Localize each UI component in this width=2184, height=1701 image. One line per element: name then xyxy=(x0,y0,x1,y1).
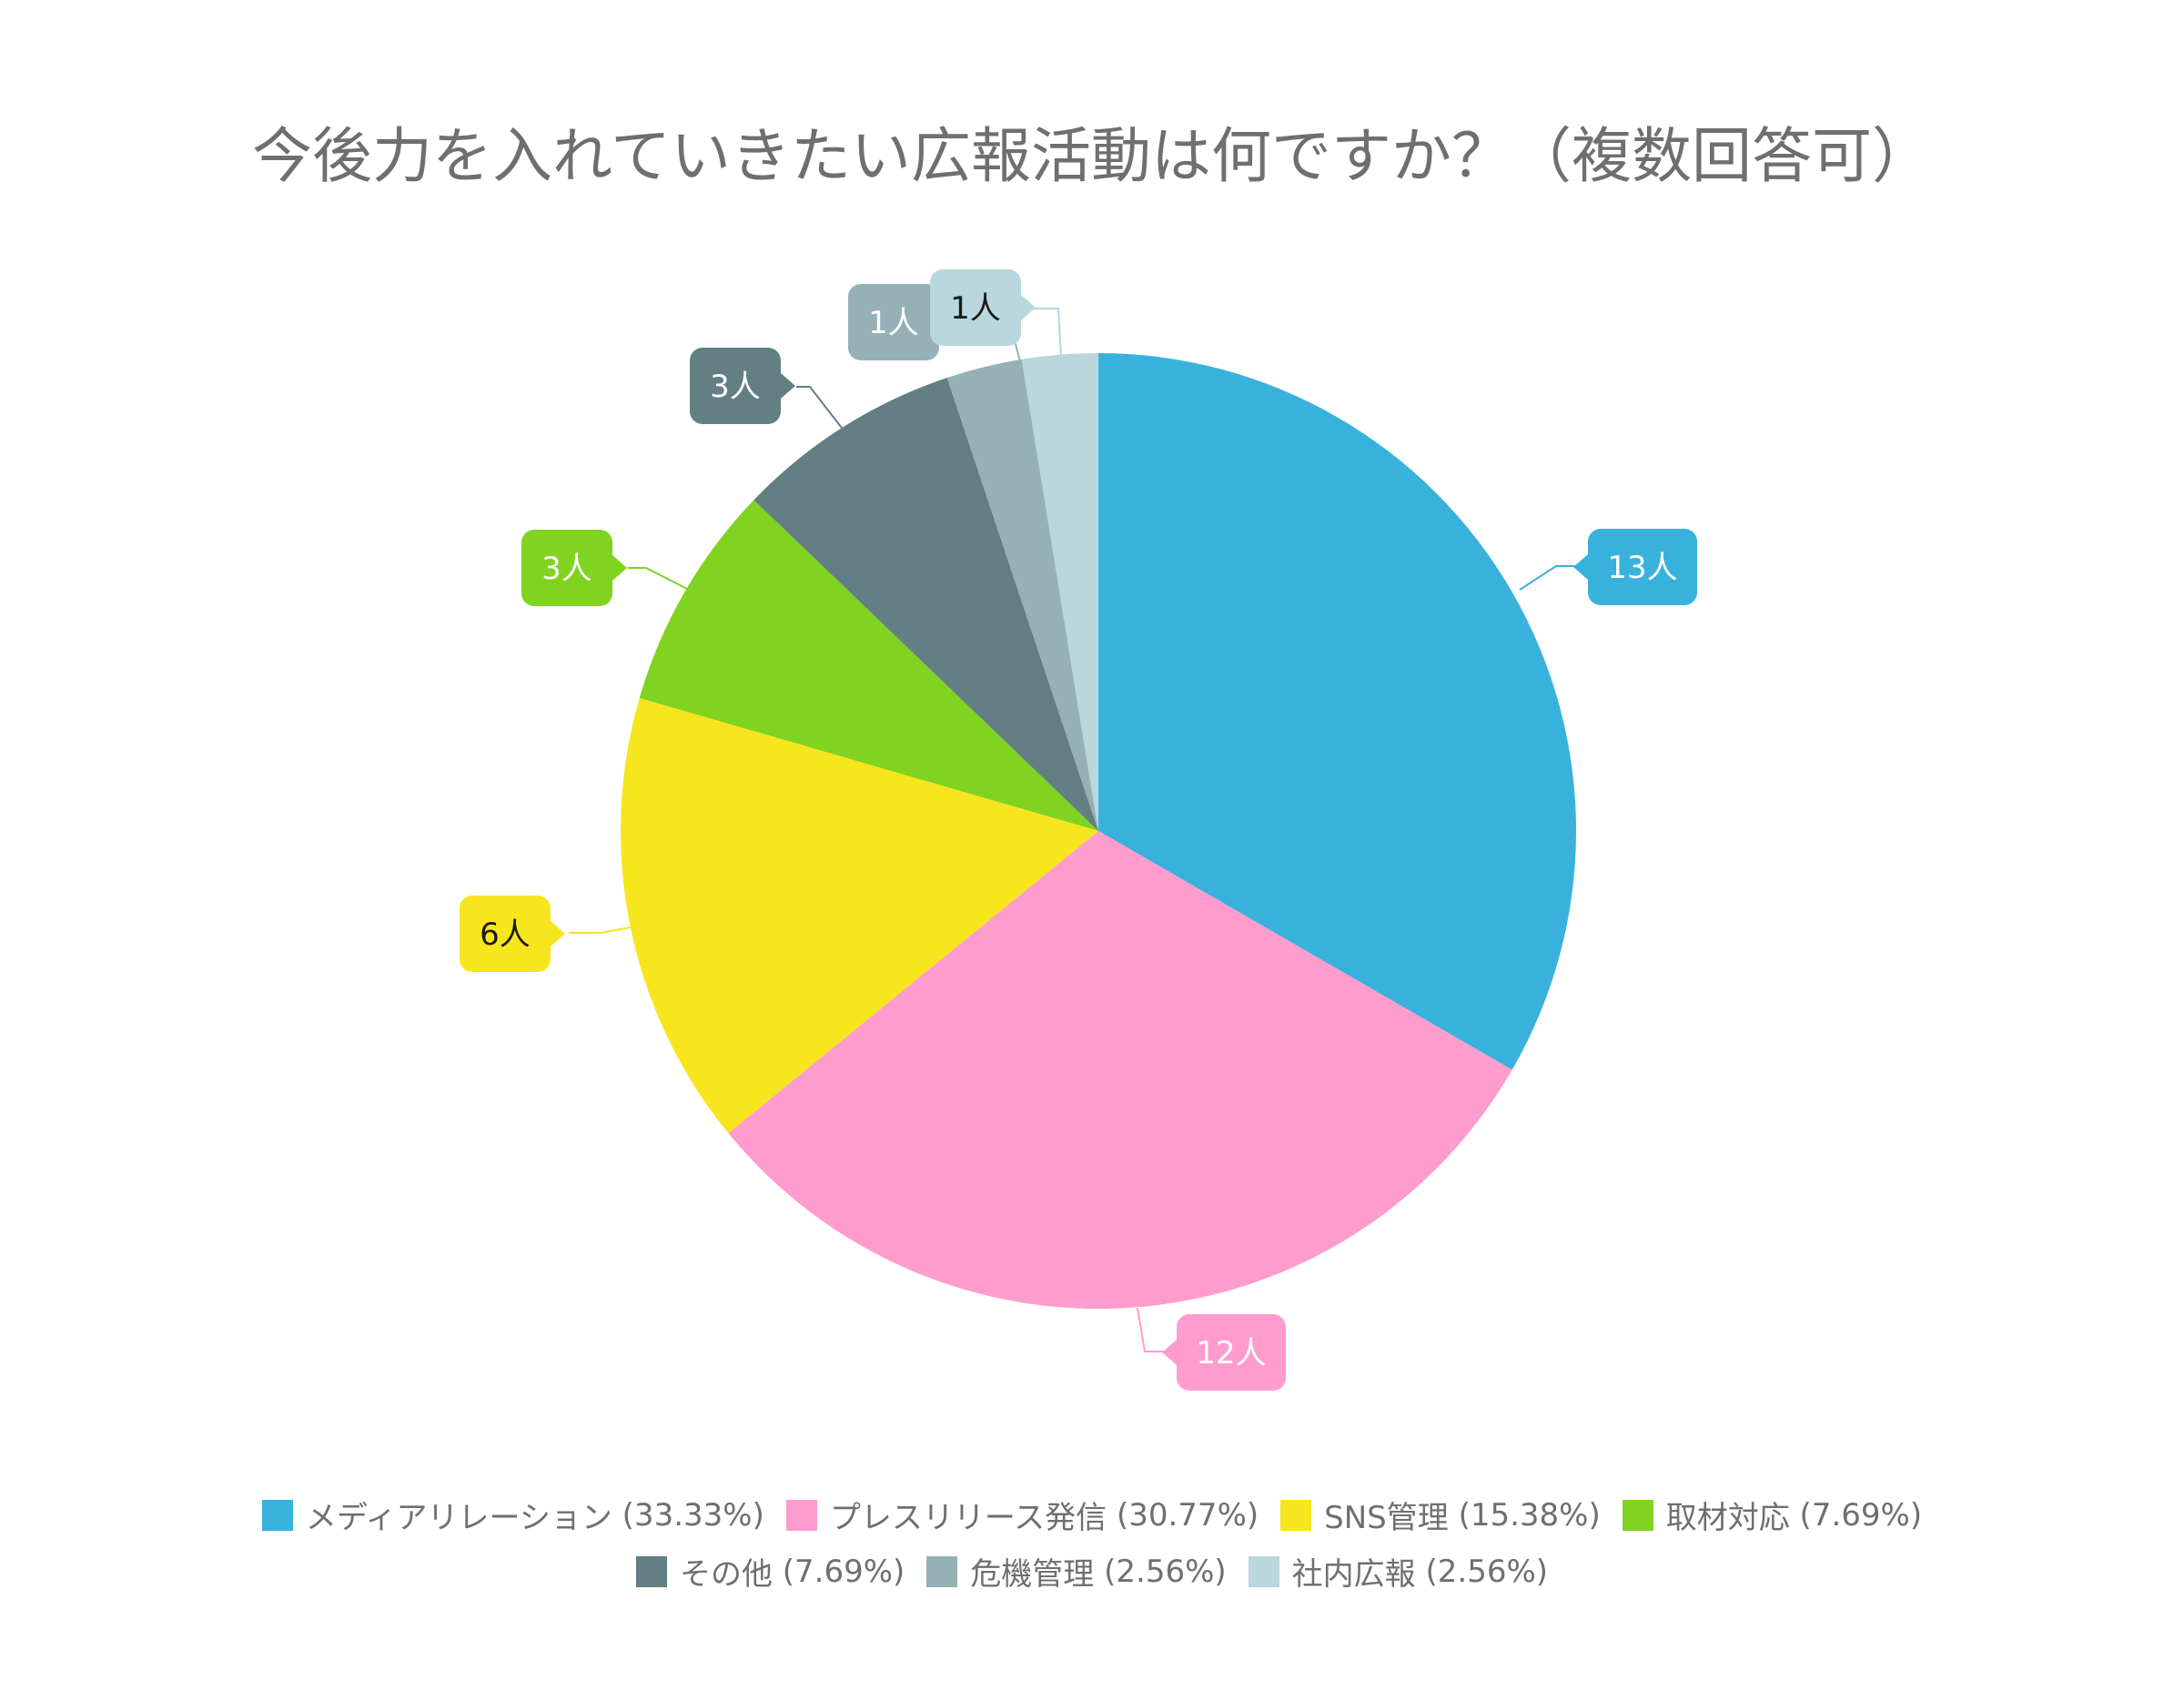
legend-label: 危機管理 xyxy=(970,1556,1095,1593)
data-label-box xyxy=(1588,529,1697,605)
data-label-box xyxy=(848,284,939,360)
data-label-box xyxy=(1177,1314,1286,1391)
pie-slice[interactable] xyxy=(639,500,1098,831)
legend-percent: (7.69%) xyxy=(1799,1496,1923,1534)
data-label: 3人 xyxy=(710,369,761,405)
legend-item-crisis[interactable]: 危機管理 (2.56%) xyxy=(926,1549,1227,1594)
leader-line xyxy=(796,386,845,432)
data-label-pointer xyxy=(1021,295,1036,320)
legend-label: SNS管理 xyxy=(1324,1500,1449,1536)
legend-row-2: その他 (7.69%) 危機管理 (2.56%) 社内広報 (2.56%) xyxy=(0,1549,2184,1594)
legend-label: 社内広報 xyxy=(1291,1556,1416,1593)
data-label-pointer xyxy=(551,921,565,947)
legend-swatch xyxy=(261,1499,293,1531)
legend-item-press-release[interactable]: プレスリリース発信 (30.77%) xyxy=(785,1493,1259,1537)
data-labels: 13人 12人 6人 3人 3人 1人 1人 xyxy=(460,269,1697,1391)
legend-label: メディアリレーション xyxy=(305,1500,612,1536)
pie-slice[interactable] xyxy=(1021,353,1098,831)
data-label-pointer xyxy=(781,373,795,399)
data-label-box xyxy=(690,348,781,424)
data-label: 3人 xyxy=(541,551,592,587)
legend-swatch xyxy=(1622,1499,1653,1531)
legend-swatch xyxy=(635,1555,667,1587)
data-label: 1人 xyxy=(950,290,1001,327)
legend-percent: (33.33%) xyxy=(622,1496,764,1534)
legend-swatch xyxy=(926,1555,958,1587)
pie-slice[interactable] xyxy=(946,359,1098,832)
data-label: 1人 xyxy=(868,305,919,341)
data-label-box xyxy=(460,896,551,972)
legend-swatch xyxy=(1280,1499,1312,1531)
legend-label: その他 xyxy=(679,1556,773,1593)
legend-percent: (2.56%) xyxy=(1425,1553,1549,1590)
legend-item-internal[interactable]: 社内広報 (2.56%) xyxy=(1248,1549,1549,1594)
data-label-pointer xyxy=(1573,554,1588,580)
data-label-box xyxy=(521,530,612,606)
pie-slices xyxy=(621,353,1576,1309)
data-label: 12人 xyxy=(1196,1335,1266,1372)
leader-line xyxy=(1024,308,1062,357)
pie-slice[interactable] xyxy=(621,697,1098,1134)
legend-item-sns[interactable]: SNS管理 (15.38%) xyxy=(1280,1493,1601,1537)
pie-slice[interactable] xyxy=(753,378,1098,831)
legend-percent: (30.77%) xyxy=(1116,1496,1259,1534)
legend-percent: (15.38%) xyxy=(1458,1496,1601,1534)
legend-label: プレスリリース発信 xyxy=(829,1500,1107,1536)
legend-swatch xyxy=(785,1499,817,1531)
leader-line xyxy=(628,567,690,591)
legend-swatch xyxy=(1248,1555,1279,1587)
pie-slice[interactable] xyxy=(1098,353,1576,1070)
leader-line xyxy=(1137,1307,1174,1352)
legend-row-1: メディアリレーション (33.33%) プレスリリース発信 (30.77%) S… xyxy=(0,1493,2184,1537)
leader-line xyxy=(569,926,636,934)
data-label-box xyxy=(930,269,1021,346)
data-label-pointer xyxy=(1162,1340,1177,1365)
data-label: 13人 xyxy=(1607,550,1677,586)
data-label: 6人 xyxy=(480,916,531,953)
legend-percent: (2.56%) xyxy=(1104,1553,1227,1590)
legend-item-other[interactable]: その他 (7.69%) xyxy=(635,1549,905,1594)
legend-item-interview[interactable]: 取材対応 (7.69%) xyxy=(1622,1493,1923,1537)
legend-label: 取材対応 xyxy=(1665,1500,1790,1536)
data-label-pointer xyxy=(612,555,627,581)
chart-title: 今後力を入れていきたい広報活動は何ですか？（複数回答可） xyxy=(251,121,1933,191)
legend-percent: (7.69%) xyxy=(782,1553,905,1590)
pie-slice[interactable] xyxy=(728,831,1512,1309)
legend-item-media-relations[interactable]: メディアリレーション (33.33%) xyxy=(261,1493,764,1537)
